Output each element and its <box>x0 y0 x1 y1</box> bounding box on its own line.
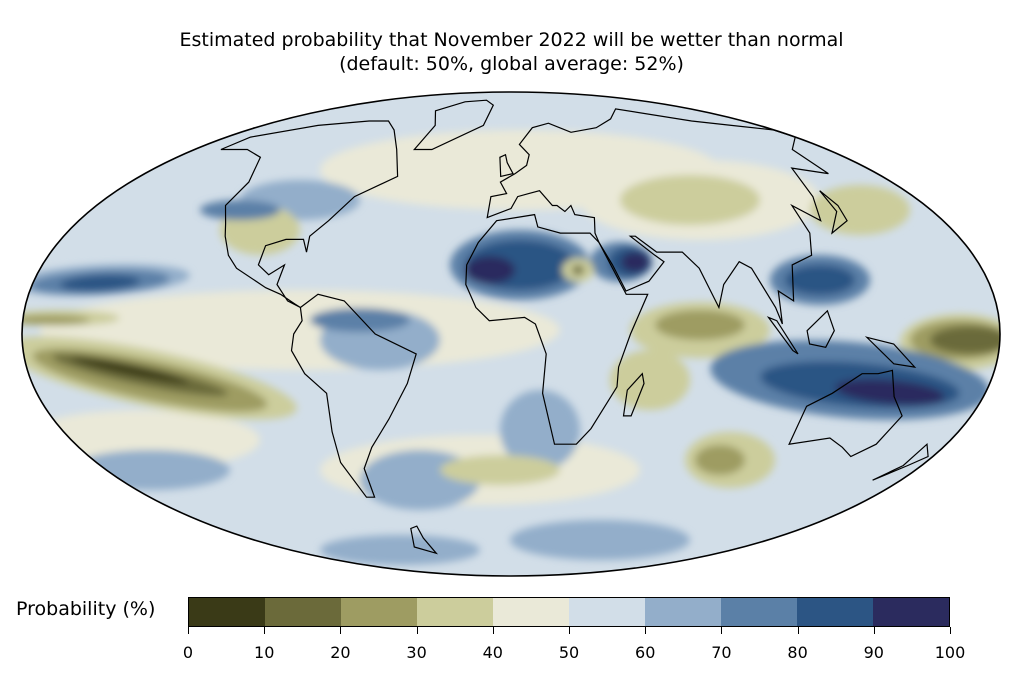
colorbar-tick <box>873 627 875 634</box>
colorbar-tick <box>797 627 799 634</box>
colorbar-tick <box>721 627 723 634</box>
colorbar-tick <box>340 627 342 634</box>
colorbar-tick <box>264 627 266 634</box>
colorbar-tick <box>188 627 189 634</box>
colorbar-tick-label: 60 <box>635 643 656 662</box>
coastline-australia <box>788 369 903 458</box>
title-line-2: (default: 50%, global average: 52%) <box>339 53 684 75</box>
map-title: Estimated probability that November 2022… <box>0 28 1023 76</box>
colorbar-bin-4 <box>493 598 569 626</box>
probability-region <box>620 175 760 225</box>
coastline-new-guinea <box>864 336 917 368</box>
coastline-greenland <box>412 99 495 151</box>
colorbar-tick-label: 70 <box>711 643 732 662</box>
colorbar-tick-label: 10 <box>254 643 275 662</box>
colorbar-bin-2 <box>341 598 417 626</box>
colorbar-tick-label: 100 <box>934 643 966 662</box>
probability-region <box>60 274 140 292</box>
coastline-north-america <box>220 120 399 309</box>
colorbar-tick <box>645 627 647 634</box>
coastline-madagascar <box>622 372 645 417</box>
coastline-antarctic-peninsula <box>410 525 439 555</box>
colorbar-bin-5 <box>569 598 645 626</box>
probability-region <box>440 455 560 485</box>
probability-region <box>310 308 410 332</box>
colorbar-tick-label: 0 <box>182 643 194 662</box>
probability-region <box>22 315 90 325</box>
coastline-borneo <box>806 309 835 348</box>
colorbar-tick-label: 30 <box>406 643 427 662</box>
probability-region <box>510 520 690 560</box>
colorbar-bin-7 <box>721 598 797 626</box>
colorbar <box>188 597 950 627</box>
probability-region <box>572 265 584 275</box>
probability-region <box>320 535 480 565</box>
globe-outline <box>21 91 1001 577</box>
probability-region <box>71 356 189 384</box>
probability-region <box>621 252 649 272</box>
probability-region <box>835 379 945 405</box>
colorbar-bin-0 <box>189 598 265 626</box>
probability-region <box>500 390 580 470</box>
colorbar-bin-8 <box>797 598 873 626</box>
coastline-japan <box>819 190 848 235</box>
colorbar-tick-label: 20 <box>330 643 351 662</box>
colorbar-tick <box>569 627 570 634</box>
probability-region <box>810 185 910 235</box>
colorbar-label: Probability (%) <box>16 598 156 620</box>
coastline-great-britain <box>499 153 514 178</box>
probability-map <box>21 91 1001 577</box>
coastline-africa <box>465 213 649 445</box>
colorbar-tick <box>950 627 951 634</box>
probability-region <box>785 265 855 295</box>
colorbar-bin-9 <box>873 598 949 626</box>
colorbar-bin-1 <box>265 598 341 626</box>
colorbar-tick-label: 40 <box>482 643 503 662</box>
probability-region <box>465 256 515 284</box>
coastline-south-america <box>290 293 417 498</box>
colorbar-bin-6 <box>645 598 721 626</box>
colorbar-tick <box>492 627 494 634</box>
coastline-eurasia <box>486 108 829 325</box>
probability-region <box>655 310 745 340</box>
colorbar-tick-label: 80 <box>787 643 808 662</box>
colorbar-tick <box>416 627 418 634</box>
title-line-1: Estimated probability that November 2022… <box>179 29 844 51</box>
probability-region <box>930 326 1000 354</box>
colorbar-tick-label: 50 <box>558 643 580 662</box>
colorbar-tick-label: 90 <box>863 643 884 662</box>
probability-field <box>22 92 1000 576</box>
probability-region <box>610 350 690 410</box>
probability-region <box>70 450 230 490</box>
probability-region <box>695 445 745 475</box>
colorbar-bin-3 <box>417 598 493 626</box>
coastline-sumatra <box>766 316 799 355</box>
probability-region <box>200 200 280 220</box>
coastline-new-zealand <box>872 442 929 481</box>
